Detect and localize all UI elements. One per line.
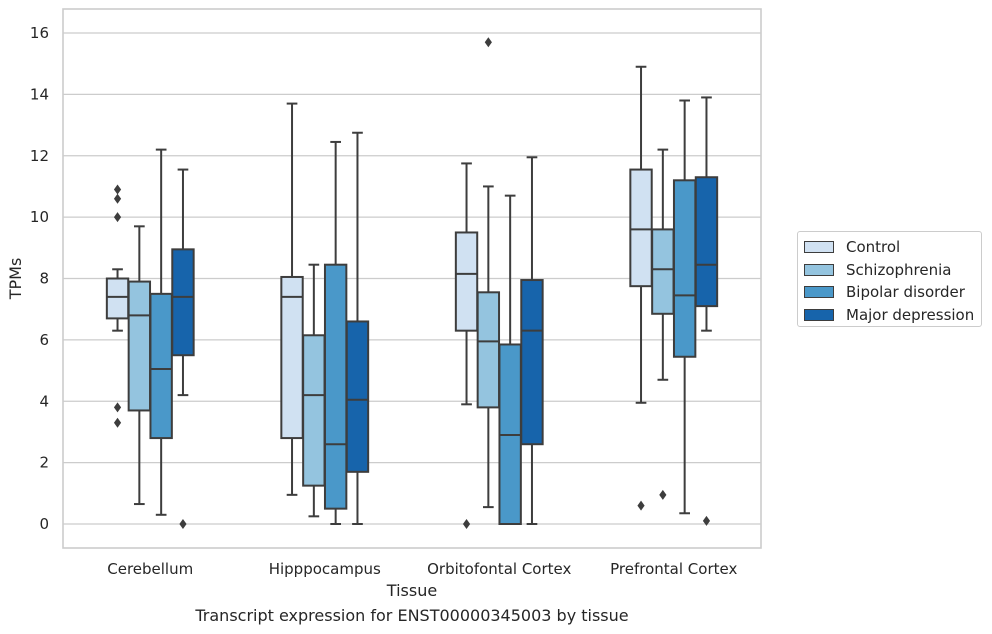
- legend: Control Schizophrenia Bipolar disorder M…: [797, 231, 982, 327]
- y-tick-label: 2: [39, 454, 49, 472]
- box-control-orbitofontal-cortex: [454, 162, 479, 529]
- legend-label: Control: [846, 238, 901, 257]
- box-body: [672, 179, 697, 358]
- plot-frame: [62, 8, 762, 549]
- outlier-point: [484, 37, 492, 48]
- box-control-hipppocampus: [280, 102, 304, 496]
- box-bipolar-disorder-prefrontal-cortex: [672, 99, 697, 515]
- box-major-depression-hipppocampus: [345, 131, 370, 525]
- y-tick-label: 0: [39, 515, 49, 533]
- outlier-point: [113, 417, 122, 428]
- box-bipolar-disorder-orbitofontal-cortex: [498, 194, 522, 525]
- y-tick-labels: 0 2 4 6 8 10 12 14 16: [30, 24, 49, 533]
- y-tick-label: 6: [39, 331, 49, 349]
- outlier-point: [179, 519, 187, 529]
- chart-caption: Transcript expression for ENST0000034500…: [195, 606, 629, 625]
- legend-item-schizophrenia: Schizophrenia: [804, 259, 975, 282]
- outlier-point: [113, 193, 122, 204]
- legend-swatch: [804, 286, 834, 299]
- outlier-point: [659, 489, 667, 500]
- y-axis-label: TPMs: [6, 258, 25, 301]
- y-tick-label: 16: [30, 24, 49, 42]
- outlier-point: [113, 212, 122, 223]
- outlier-point: [113, 184, 122, 195]
- legend-label: Bipolar disorder: [846, 283, 965, 302]
- box-bipolar-disorder-hipppocampus: [323, 140, 348, 525]
- box-body: [454, 231, 479, 332]
- box-body: [629, 168, 653, 288]
- y-tick-label: 10: [30, 208, 49, 226]
- legend-swatch: [804, 308, 834, 321]
- outlier-point: [702, 515, 711, 526]
- box-bipolar-disorder-cerebellum: [149, 148, 173, 516]
- y-tick-label: 14: [30, 85, 49, 103]
- legend-item-control: Control: [804, 236, 975, 259]
- outlier-point: [113, 402, 122, 413]
- legend-swatch: [804, 241, 834, 254]
- y-tick-label: 4: [39, 392, 49, 410]
- box-plot-marks: [105, 37, 719, 529]
- outlier-point: [637, 500, 645, 511]
- x-axis-label: Tissue: [386, 581, 437, 600]
- x-tick-label: Hipppocampus: [269, 560, 381, 578]
- y-tick-label: 8: [39, 270, 49, 288]
- box-schizophrenia-prefrontal-cortex: [651, 148, 675, 500]
- legend-swatch: [804, 263, 834, 276]
- box-body: [694, 176, 719, 308]
- legend-item-major-depression: Major depression: [804, 304, 975, 327]
- y-tick-label: 12: [30, 147, 49, 165]
- box-control-prefrontal-cortex: [629, 65, 653, 511]
- box-body: [105, 277, 130, 320]
- box-body: [280, 275, 304, 440]
- legend-item-bipolar-disorder: Bipolar disorder: [804, 281, 975, 304]
- legend-label: Schizophrenia: [846, 260, 952, 279]
- box-body: [476, 291, 501, 409]
- box-schizophrenia-orbitofontal-cortex: [476, 37, 501, 509]
- box-body: [323, 263, 348, 510]
- box-body: [520, 279, 544, 446]
- box-major-depression-orbitofontal-cortex: [520, 156, 544, 525]
- x-tick-label: Cerebellum: [107, 560, 193, 578]
- box-body: [345, 320, 370, 473]
- box-schizophrenia-hipppocampus: [302, 263, 326, 518]
- box-body: [302, 334, 326, 487]
- box-body: [651, 228, 675, 315]
- box-body: [149, 292, 173, 440]
- box-body: [127, 280, 152, 412]
- box-control-cerebellum: [105, 184, 130, 428]
- x-tick-label: Orbitofontal Cortex: [427, 560, 571, 578]
- outlier-point: [462, 519, 471, 529]
- x-tick-label: Prefrontal Cortex: [610, 560, 737, 578]
- legend-label: Major depression: [846, 305, 975, 324]
- box-body: [171, 248, 195, 357]
- x-tick-labels: Cerebellum Hipppocampus Orbitofontal Corte…: [107, 560, 737, 578]
- box-major-depression-cerebellum: [171, 168, 195, 529]
- box-major-depression-prefrontal-cortex: [694, 96, 719, 526]
